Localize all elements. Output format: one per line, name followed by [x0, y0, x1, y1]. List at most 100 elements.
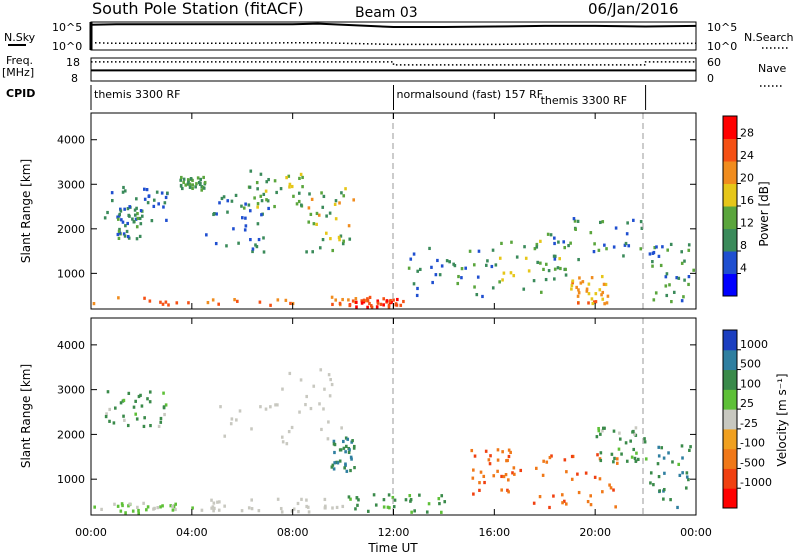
heatmap-cell [167, 303, 170, 307]
heatmap-cell [255, 245, 259, 249]
heatmap-cell [360, 299, 364, 303]
heatmap-cell [544, 277, 548, 282]
heatmap-cell [448, 260, 451, 264]
heatmap-cell [585, 287, 589, 291]
heatmap-cell [191, 183, 195, 187]
heatmap-cell [564, 273, 568, 277]
heatmap-cell [348, 237, 352, 241]
heatmap-cell [634, 433, 638, 437]
heatmap-cell [644, 457, 648, 461]
heatmap-cell [353, 466, 356, 470]
heatmap-cell [165, 218, 168, 222]
heatmap-cell [212, 509, 215, 513]
heatmap-cell [346, 437, 350, 441]
heatmap-cell [577, 257, 580, 262]
heatmap-cell [552, 494, 555, 498]
heatmap-cell [249, 169, 253, 173]
heatmap-cell [501, 450, 504, 454]
colorbar-tick-label: 1000 [740, 338, 768, 351]
heatmap-cell [186, 178, 190, 182]
heatmap-cell [334, 217, 338, 221]
heatmap-cell [301, 185, 304, 189]
heatmap-cell [570, 287, 573, 291]
heatmap-cell [117, 229, 121, 233]
heatmap-cell [128, 205, 132, 209]
heatmap-cell [248, 185, 252, 189]
heatmap-cell [247, 506, 251, 510]
heatmap-cell [290, 509, 294, 513]
heatmap-cell [657, 445, 661, 449]
heatmap-cell [330, 295, 334, 299]
heatmap-cell [288, 182, 292, 186]
heatmap-cell [369, 304, 373, 308]
heatmap-cell [138, 234, 142, 239]
heatmap-cell [393, 498, 397, 502]
heatmap-cell [250, 507, 254, 511]
heatmap-cell [175, 301, 179, 305]
heatmap-cell [259, 405, 262, 409]
heatmap-cell [335, 505, 339, 510]
heatmap-cell [511, 471, 514, 475]
heatmap-cell [287, 429, 291, 434]
heatmap-cell [577, 301, 580, 305]
nsearch-label: N.Search [744, 31, 794, 44]
heatmap-cell [308, 192, 311, 196]
heatmap-cell [161, 504, 164, 508]
heatmap-cell [331, 463, 335, 467]
heatmap-cell [372, 493, 376, 497]
heatmap-cell [464, 266, 468, 270]
heatmap-cell [288, 371, 292, 376]
y-tick-label: 2000 [57, 223, 85, 236]
heatmap-cell [275, 190, 278, 195]
heatmap-cell [598, 477, 602, 481]
heatmap-cell [682, 295, 685, 299]
heatmap-cell [612, 245, 616, 249]
heatmap-cell [579, 281, 583, 285]
heatmap-cell [339, 448, 343, 452]
heatmap-cell [347, 224, 351, 228]
colorbar-tick-label: -100 [740, 437, 765, 450]
colorbar-segment [723, 409, 737, 430]
heatmap-cell [298, 410, 301, 414]
heatmap-cell [225, 244, 228, 248]
heatmap-cell [599, 451, 603, 455]
heatmap-cell [342, 439, 345, 444]
heatmap-cell [287, 174, 291, 178]
heatmap-cell [310, 197, 314, 201]
heatmap-cell [206, 300, 210, 305]
heatmap-cell [92, 301, 96, 306]
heatmap-cell [124, 224, 127, 228]
cpid-segment-label: themis 3300 RF [94, 88, 181, 101]
heatmap-cell [196, 176, 200, 180]
heatmap-cell [344, 436, 348, 440]
heatmap-cell [230, 417, 234, 421]
heatmap-cell [126, 423, 130, 428]
heatmap-cell [162, 405, 166, 409]
heatmap-cell [184, 183, 188, 187]
heatmap-cell [202, 175, 205, 180]
heatmap-cell [304, 402, 307, 407]
heatmap-cell [436, 258, 439, 263]
heatmap-cell [210, 506, 213, 510]
heatmap-cell [587, 282, 591, 286]
heatmap-cell [585, 289, 589, 293]
heatmap-cell [659, 263, 663, 268]
heatmap-cell [662, 456, 666, 460]
colorbar-segment [723, 273, 737, 297]
heatmap-cell [273, 179, 277, 183]
heatmap-cell [538, 495, 542, 499]
colorbar-segment [723, 138, 737, 162]
heatmap-cell [651, 251, 655, 255]
heatmap-cell [605, 247, 608, 251]
heatmap-cell [633, 456, 637, 461]
heatmap-cell [418, 493, 421, 497]
heatmap-cell [326, 437, 330, 441]
heatmap-cell [132, 220, 136, 224]
heatmap-cell [119, 207, 122, 211]
heatmap-cell [200, 188, 204, 192]
heatmap-cell [187, 180, 190, 184]
heatmap-cell [307, 220, 311, 224]
velocity-colorbar: 1000 500 100 25 -25 -100 -500 -1000 [722, 329, 772, 509]
heatmap-cell [121, 503, 124, 508]
heatmap-cell [550, 454, 553, 458]
